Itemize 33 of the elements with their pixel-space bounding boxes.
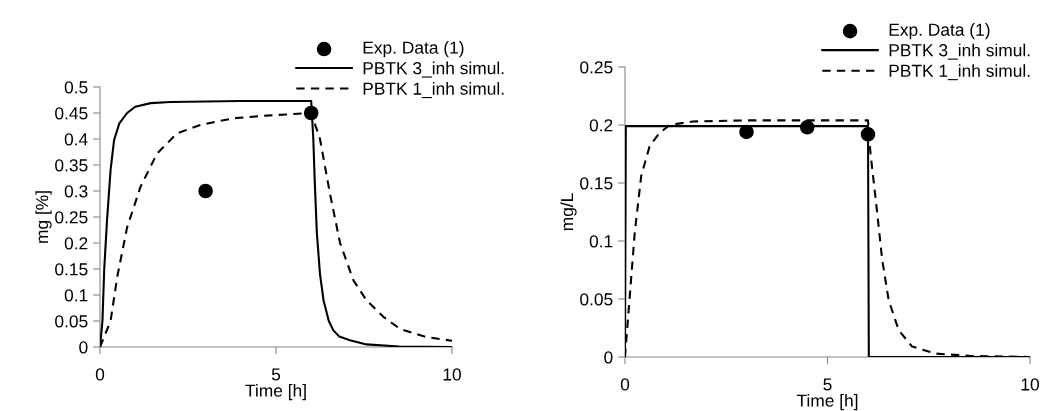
- y-tick-label: 0.05: [55, 315, 88, 328]
- y-tick-label: 0.45: [55, 107, 88, 120]
- y-tick-label: 0.2: [64, 237, 88, 250]
- x-tick-label: 0: [95, 368, 105, 381]
- x-tick-label: 5: [271, 368, 281, 381]
- y-axis-title: mg/L: [560, 193, 577, 231]
- x-tick-label: 5: [823, 378, 832, 391]
- x-tick-label: 10: [1021, 378, 1039, 391]
- x-tick-label: 10: [443, 368, 461, 381]
- y-tick-label: 0.4: [64, 133, 88, 146]
- legend-label: PBTK 1_inh simul.: [363, 82, 504, 99]
- y-tick-label: 0.2: [589, 119, 613, 132]
- legend-label: PBTK 3_inh simul.: [889, 43, 1030, 60]
- y-tick-label: 0.25: [55, 211, 88, 224]
- y-tick-label: 0.1: [589, 235, 613, 248]
- y-tick-label: 0.25: [580, 61, 613, 74]
- x-axis-title: Time [h]: [245, 384, 306, 401]
- x-axis-title: Time [h]: [796, 394, 858, 411]
- legend-label: Exp. Data (1): [363, 41, 464, 58]
- y-tick-label: 0.1: [64, 289, 88, 302]
- legend-label: Exp. Data (1): [889, 23, 990, 40]
- y-tick-label: 0: [604, 351, 613, 364]
- y-axis-title: mg [%]: [35, 191, 52, 243]
- y-tick-label: 0.35: [55, 159, 88, 172]
- y-tick-label: 0.5: [64, 81, 88, 94]
- x-tick-label: 0: [620, 378, 630, 391]
- y-tick-label: 0.05: [580, 293, 613, 306]
- y-tick-label: 0.15: [580, 177, 613, 190]
- legend-label: PBTK 3_inh simul.: [363, 61, 504, 78]
- y-tick-label: 0.15: [55, 263, 88, 276]
- y-tick-label: 0.3: [64, 185, 88, 198]
- legend-label: PBTK 1_inh simul.: [889, 64, 1030, 81]
- y-tick-label: 0: [79, 341, 88, 354]
